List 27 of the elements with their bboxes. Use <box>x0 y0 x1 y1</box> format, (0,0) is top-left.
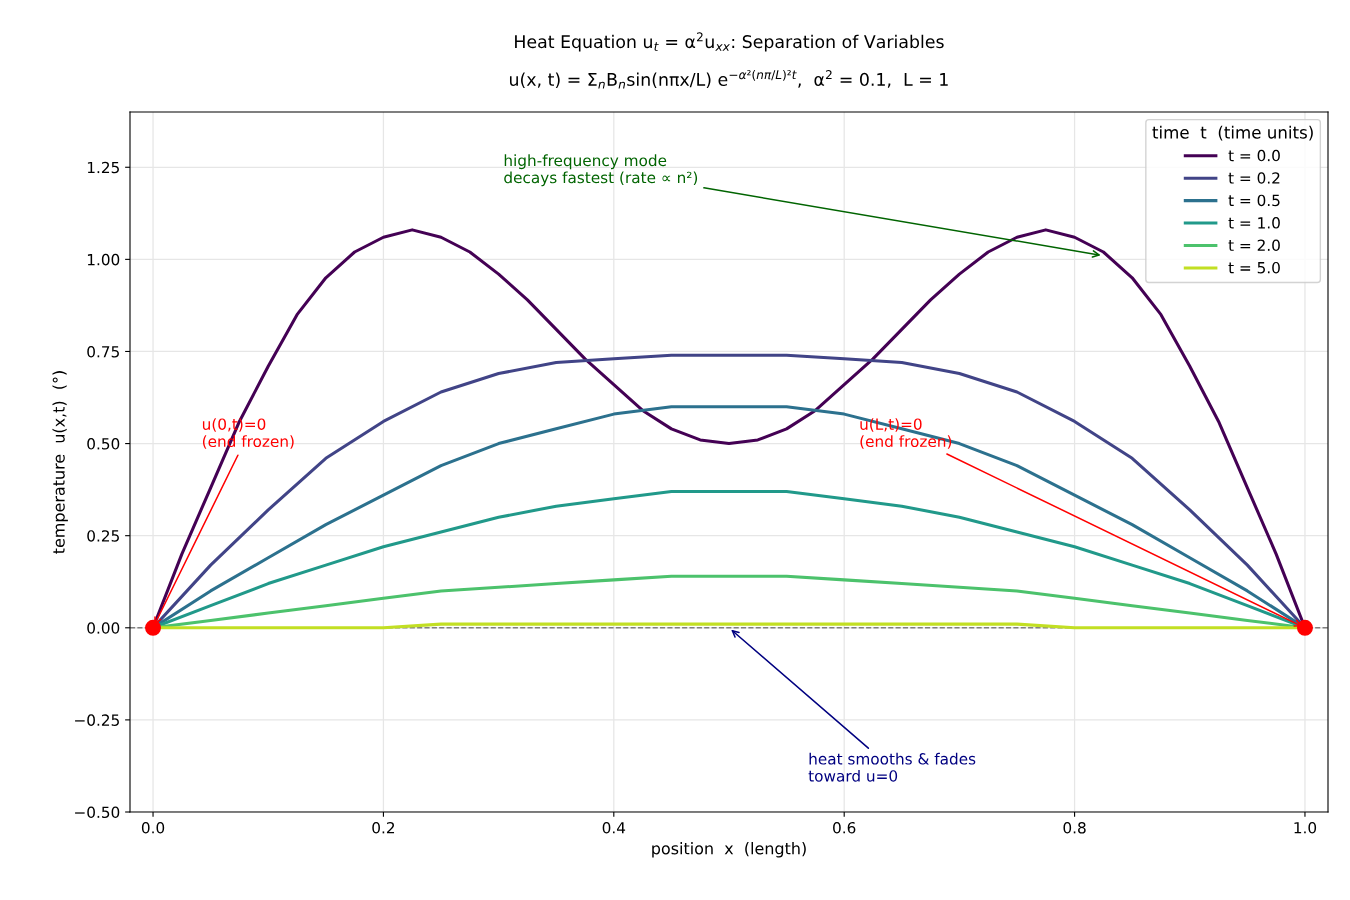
legend-label: t = 5.0 <box>1228 261 1280 274</box>
x-tick-label: 0.8 <box>1063 821 1086 834</box>
annotation: heat smooths & fades toward u=0 <box>808 752 976 782</box>
x-tick-label: 1.0 <box>1294 821 1317 834</box>
y-tick-label: 1.00 <box>87 253 120 266</box>
legend-label: t = 0.0 <box>1228 149 1280 162</box>
x-axis-title: position x (length) <box>652 842 806 858</box>
x-tick-label: 0.0 <box>141 821 165 834</box>
y-tick-label: 0.50 <box>87 438 120 450</box>
y-tick-label: 0.25 <box>87 530 119 542</box>
legend-title: time t (time units) <box>1152 125 1313 141</box>
y-tick-label: 0.75 <box>87 345 119 358</box>
x-tick-label: 0.6 <box>833 821 856 834</box>
legend-label: t = 1.0 <box>1228 217 1280 229</box>
y-tick-label: 1.25 <box>87 161 119 174</box>
legend-label: t = 0.2 <box>1228 172 1280 184</box>
y-tick-label: −0.50 <box>75 806 120 819</box>
legend-label: t = 0.5 <box>1228 194 1280 207</box>
chart-title: Heat Equation u$_{t}$ = α$^{2}$u$_{xx}$: Separation of Variables <box>515 32 944 52</box>
x-tick-label: 0.2 <box>372 821 395 834</box>
y-tick-label: 0.00 <box>87 622 120 634</box>
legend-label: t = 2.0 <box>1228 239 1280 252</box>
y-tick-label: −0.25 <box>75 714 119 726</box>
annotation: high-frequency mode decays fastest (rate ∝ n²) <box>504 154 698 187</box>
text: u(x, t) = Σ$_{n}$B$_{n}$sin(nπx/L) e$^{−α²(nπ/L)²t}$, α$^{2}$ = 0.1, L = 1 <box>509 69 948 89</box>
x-tick-label: 0.4 <box>602 821 626 834</box>
y-axis-title: temperature u(x,t) (°) <box>52 371 68 554</box>
